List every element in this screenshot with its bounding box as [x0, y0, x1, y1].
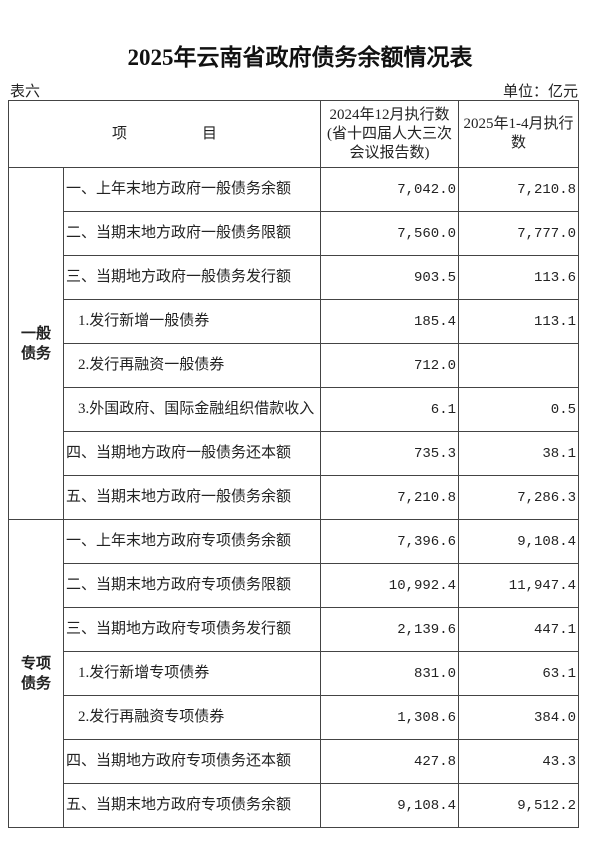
table-row: 1.发行新增一般债券 185.4 113.1	[9, 299, 580, 344]
section-label: 一般债务	[8, 167, 64, 520]
table-row: 二、当期末地方政府一般债务限额 7,560.0 7,777.0	[9, 211, 580, 256]
table-row: 2.发行再融资一般债券 712.0	[9, 343, 580, 388]
section-label: 专项债务	[8, 519, 64, 828]
header-2024: 2024年12月执行数(省十四届人大三次会议报告数)	[320, 100, 460, 168]
value-2025-jan-apr: 384.0	[458, 695, 580, 740]
row-item: 3.外国政府、国际金融组织借款收入	[62, 387, 322, 432]
table-row: 3.外国政府、国际金融组织借款收入 6.1 0.5	[9, 387, 580, 432]
value-2025-jan-apr: 113.1	[458, 299, 580, 344]
value-2025-jan-apr: 9,512.2	[458, 783, 580, 828]
row-item: 四、当期地方政府一般债务还本额	[62, 431, 322, 476]
debt-table: 项 目 2024年12月执行数(省十四届人大三次会议报告数) 2025年1-4月…	[7, 100, 580, 828]
table-row: 2.发行再融资专项债券 1,308.6 384.0	[9, 695, 580, 740]
value-2025-jan-apr: 7,777.0	[458, 211, 580, 256]
table-row: 四、当期地方政府一般债务还本额 735.3 38.1	[9, 431, 580, 476]
value-2025-jan-apr: 113.6	[458, 255, 580, 300]
row-item: 一、上年末地方政府一般债务余额	[62, 167, 322, 212]
unit-label: 单位：亿元	[502, 84, 578, 100]
header-row: 项 目 2024年12月执行数(省十四届人大三次会议报告数) 2025年1-4月…	[7, 100, 580, 168]
table-row: 三、当期地方政府一般债务发行额 903.5 113.6	[9, 255, 580, 300]
table-number: 表六	[10, 84, 41, 100]
value-2024-dec: 831.0	[320, 651, 460, 696]
value-2025-jan-apr: 447.1	[458, 607, 580, 652]
table-row: 二、当期末地方政府专项债务限额 10,992.4 11,947.4	[9, 563, 580, 608]
value-2024-dec: 9,108.4	[320, 783, 460, 828]
header-item: 项 目	[7, 100, 322, 168]
value-2025-jan-apr: 0.5	[458, 387, 580, 432]
table-row: 三、当期地方政府专项债务发行额 2,139.6 447.1	[9, 607, 580, 652]
value-2024-dec: 6.1	[320, 387, 460, 432]
value-2025-jan-apr: 9,108.4	[458, 519, 580, 564]
value-2025-jan-apr: 38.1	[458, 431, 580, 476]
value-2025-jan-apr: 11,947.4	[458, 563, 580, 608]
row-item: 1.发行新增一般债券	[62, 299, 322, 344]
value-2024-dec: 735.3	[320, 431, 460, 476]
table-row: 四、当期地方政府专项债务还本额 427.8 43.3	[9, 739, 580, 784]
value-2025-jan-apr: 7,210.8	[458, 167, 580, 212]
row-item: 三、当期地方政府一般债务发行额	[62, 255, 322, 300]
value-2024-dec: 7,210.8	[320, 475, 460, 520]
value-2024-dec: 7,042.0	[320, 167, 460, 212]
value-2025-jan-apr	[458, 343, 580, 388]
row-item: 五、当期末地方政府一般债务余额	[62, 475, 322, 520]
row-item: 1.发行新增专项债券	[62, 651, 322, 696]
header-2025: 2025年1-4月执行数	[458, 100, 580, 168]
value-2024-dec: 1,308.6	[320, 695, 460, 740]
page-title: 2025年云南省政府债务余额情况表	[127, 45, 473, 70]
value-2024-dec: 185.4	[320, 299, 460, 344]
value-2024-dec: 7,396.6	[320, 519, 460, 564]
row-item: 五、当期末地方政府专项债务余额	[62, 783, 322, 828]
value-2025-jan-apr: 43.3	[458, 739, 580, 784]
value-2024-dec: 427.8	[320, 739, 460, 784]
row-item: 二、当期末地方政府专项债务限额	[62, 563, 322, 608]
row-item: 四、当期地方政府专项债务还本额	[62, 739, 322, 784]
value-2025-jan-apr: 7,286.3	[458, 475, 580, 520]
row-item: 三、当期地方政府专项债务发行额	[62, 607, 322, 652]
value-2024-dec: 712.0	[320, 343, 460, 388]
table-row: 一般债务 一、上年末地方政府一般债务余额 7,042.0 7,210.8	[8, 167, 580, 520]
row-item: 2.发行再融资专项债券	[62, 695, 322, 740]
value-2024-dec: 7,560.0	[320, 211, 460, 256]
row-item: 二、当期末地方政府一般债务限额	[62, 211, 322, 256]
table-row: 1.发行新增专项债券 831.0 63.1	[9, 651, 580, 696]
value-2025-jan-apr: 63.1	[458, 651, 580, 696]
value-2024-dec: 2,139.6	[320, 607, 460, 652]
value-2024-dec: 10,992.4	[320, 563, 460, 608]
row-item: 2.发行再融资一般债券	[62, 343, 322, 388]
row-item: 一、上年末地方政府专项债务余额	[62, 519, 322, 564]
table-row: 五、当期末地方政府一般债务余额 7,210.8 7,286.3	[9, 475, 580, 520]
value-2024-dec: 903.5	[320, 255, 460, 300]
table-row: 专项债务 一、上年末地方政府专项债务余额 7,396.6 9,108.4	[8, 519, 580, 828]
table-row: 五、当期末地方政府专项债务余额 9,108.4 9,512.2	[9, 783, 580, 828]
